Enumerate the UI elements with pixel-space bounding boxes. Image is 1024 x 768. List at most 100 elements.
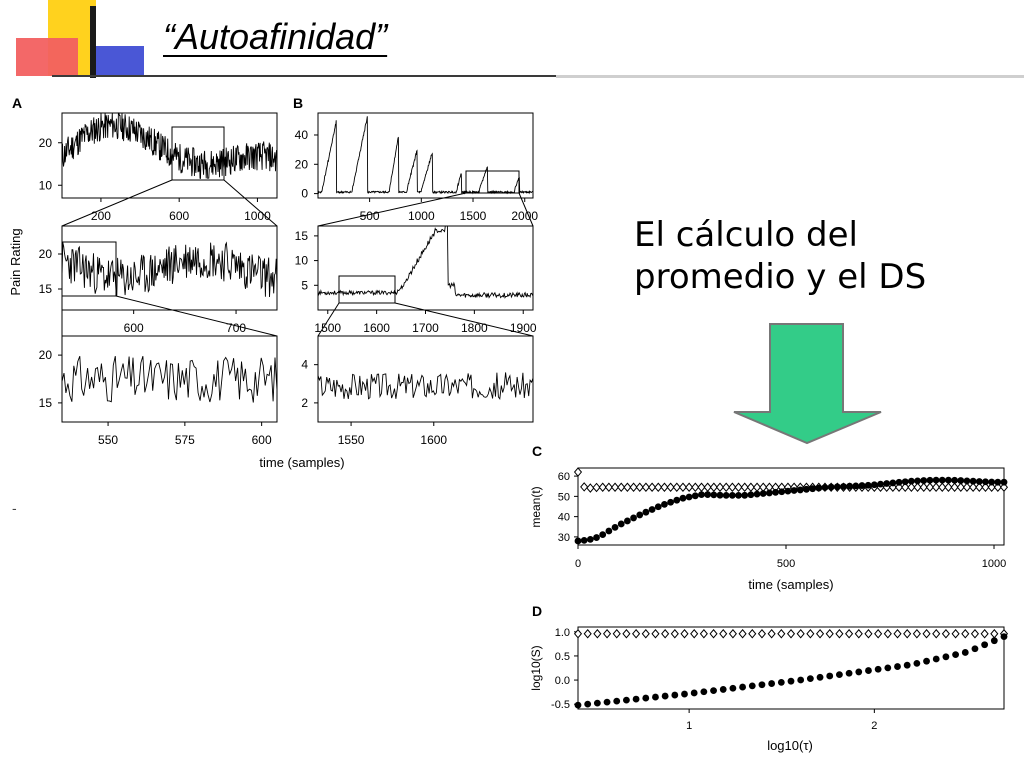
title-decoration <box>16 0 144 78</box>
panel-c-circle-series-point <box>877 480 884 488</box>
panel-c-circle-series-point <box>648 506 656 513</box>
panel-b-plot-2-xtick-label: 1500 <box>314 321 341 335</box>
panel-c-diamond-series-point <box>709 482 718 493</box>
panel-d-xlabel: log10(τ) <box>767 738 813 753</box>
panel-c-circle-series-point <box>926 476 934 484</box>
panel-c-diamond-series-point <box>740 482 749 493</box>
panel-d-circle-series-point <box>632 695 640 703</box>
panel-c-circle-series-point <box>605 527 613 535</box>
panel-c-circle-series-point <box>945 476 952 484</box>
panel-a-zoom-box-1 <box>171 126 225 181</box>
panel-d-diamond-series-point <box>883 628 892 639</box>
panel-c-diamond-series-point <box>666 482 675 493</box>
panel-c-diamond-series-point <box>969 482 978 493</box>
panel-c-circle-series-point <box>685 493 693 501</box>
panel-d-circle-series-point <box>758 681 766 689</box>
panel-c-diamond-series-point <box>975 482 984 493</box>
panel-d-diamond-series-point <box>806 628 815 639</box>
panel-d-diamond-series-point <box>922 628 931 639</box>
panel-c-diamond-series-point <box>722 482 731 493</box>
panel-c-circle-series-point <box>821 484 829 491</box>
panel-d-diamond-series-point <box>583 628 592 639</box>
panel-b-plot-1-ytick-label: 0 <box>301 187 308 201</box>
footnote-dash: - <box>12 500 17 516</box>
panel-c-circle-series-point <box>747 491 755 499</box>
panel-b-plot-2-xtick-label: 1700 <box>412 321 439 335</box>
panel-d-circle-series-point <box>816 673 824 681</box>
panel-d-diamond-series-point <box>951 628 960 639</box>
panel-c-diamond-series-point <box>573 467 583 477</box>
panel-c-circle-series-point <box>870 481 878 489</box>
panel-d-diamond-series-point <box>777 628 786 639</box>
panel-d-diamond-series-point <box>903 628 912 639</box>
panel-d-diamond-series-point <box>622 628 631 639</box>
panel-c-circle-series-point <box>901 478 909 486</box>
panel-b-plot-1-xtick-label: 1000 <box>408 209 435 223</box>
panel-d-diamond-series-point <box>719 628 728 639</box>
panel-c-diamond-series-point <box>746 482 755 493</box>
panel-c-circle-series-point <box>975 478 983 485</box>
panel-d-diamond-series-point <box>728 628 737 639</box>
panel-c-circle-series-point <box>679 494 687 502</box>
panel-d-circle-series-point <box>961 649 969 656</box>
deco-blue-block <box>92 46 144 76</box>
panel-a-plot-3-ytick-label: 15 <box>39 396 53 410</box>
panel-d-diamond-series-point <box>748 628 757 639</box>
panel-d-xtick-label: 2 <box>871 720 877 732</box>
panel-c-circle-series-point <box>883 480 891 487</box>
panel-c-ytick-label: 50 <box>558 491 570 503</box>
panel-d-ytick-label: 0.5 <box>555 651 570 663</box>
body-line-2: promedio y el DS <box>634 257 927 297</box>
panel-c-xtick-label: 0 <box>575 558 581 570</box>
panel-a-plot-2-xtick-label: 600 <box>124 321 144 335</box>
panel-a-plot-1-xtick-label: 1000 <box>244 209 271 223</box>
panel-c-ytick-label: 30 <box>558 532 570 544</box>
panel-c-diamond-series-point <box>950 482 959 493</box>
panel-a-plot-3-ytick-label: 20 <box>39 348 53 362</box>
panel-d-circle-series-point <box>613 697 621 705</box>
panel-c-circle-series-point <box>599 531 607 539</box>
panel-d-circle-series-point <box>845 669 853 677</box>
panel-c-circle-series-point <box>889 479 897 487</box>
panel-c-circle-series-point <box>611 524 619 531</box>
panel-d-xtick-label: 1 <box>686 720 692 732</box>
panel-c-diamond-series-point <box>715 482 725 493</box>
panel-c-ylabel: mean(t) <box>529 486 543 527</box>
panel-c-diamond-series-point <box>987 482 996 493</box>
panel-a-plot-3 <box>61 335 278 423</box>
panel-c-circle-series-point <box>765 489 773 497</box>
panel-b-plot-1-ytick-label: 40 <box>295 128 309 142</box>
panel-b-plot-1-xtick-label: 500 <box>360 209 380 223</box>
panel-c-circle-series-point <box>969 477 977 485</box>
panel-c-circle-series-point <box>710 491 718 499</box>
panel-a-plot-1-ytick-label: 10 <box>39 178 53 192</box>
panel-c-diamond-series-point <box>728 482 737 493</box>
slide-title: “Autoafinidad” <box>163 16 388 57</box>
panel-d-diamond-series-point <box>825 628 834 639</box>
panel-c-diamond-series-point <box>580 482 589 492</box>
panel-d-diamond-series-point <box>651 628 660 639</box>
panel-b-series-3 <box>317 372 534 400</box>
panel-d-circle-series-point <box>797 676 805 684</box>
panel-d-diamond-series-point <box>602 628 612 639</box>
panel-a-plot-3-xtick-label: 550 <box>98 433 118 447</box>
panel-a-zoom-box-2 <box>61 241 117 297</box>
panel-d-circle-series-point <box>826 672 834 680</box>
panel-c-ytick-label: 40 <box>558 512 570 524</box>
panel-c-circle-series-point <box>994 478 1002 486</box>
panel-c-circle-series-point <box>815 484 823 492</box>
panel-c-circle-series-point <box>741 491 749 499</box>
panel-b-plot-3-ytick-label: 2 <box>301 396 308 410</box>
panel-d-circle-series-point <box>652 693 659 701</box>
panel-a-plot-1-xtick-label: 600 <box>169 209 189 223</box>
panel-c-circle-series-point <box>735 491 742 499</box>
header-rule <box>52 75 562 77</box>
panel-a-plot-1-ytick-label: 20 <box>39 136 53 150</box>
panel-d-circle-series-point <box>1000 633 1008 641</box>
panel-c-diamond-series-point <box>956 482 965 493</box>
panel-c-circle-series-point <box>759 490 767 497</box>
panel-b-zoom-box-2 <box>338 275 396 304</box>
panel-b-plot-1-ytick-label: 20 <box>295 157 309 171</box>
panel-d-diamond-series-point <box>593 628 602 639</box>
